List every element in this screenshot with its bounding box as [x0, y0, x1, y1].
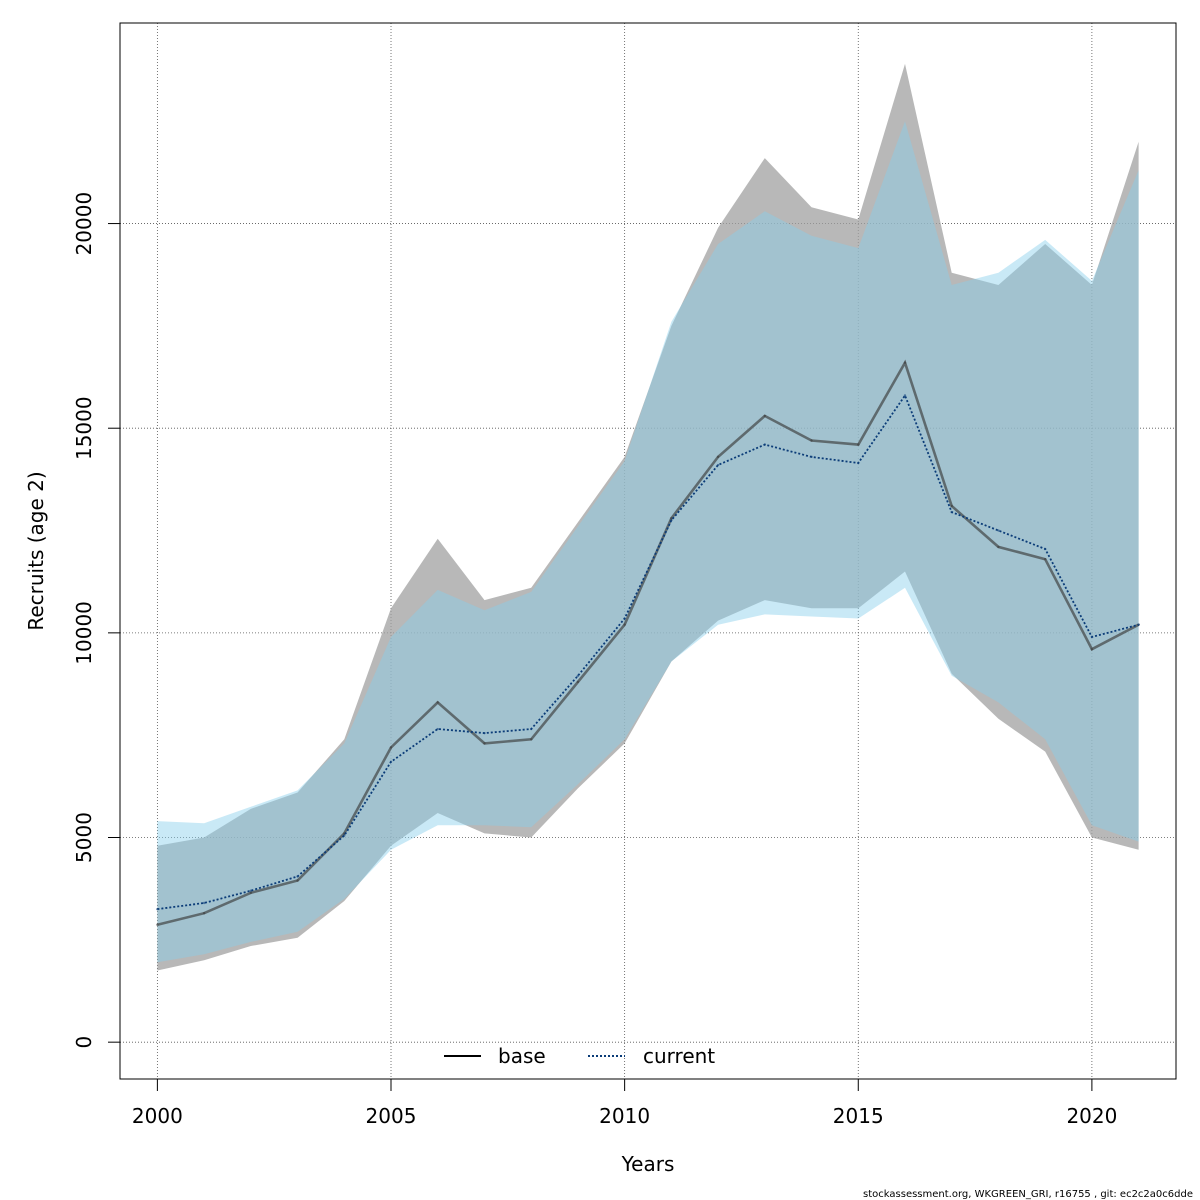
y-axis: 0 5000 10000 15000 20000 — [72, 192, 120, 1049]
x-tick-label-2010: 2010 — [599, 1104, 650, 1128]
data-point-current-2017 — [950, 510, 953, 514]
data-point-current-2011 — [670, 519, 673, 522]
y-tick-label-20000: 20000 — [72, 192, 96, 256]
y-tick-label-10000: 10000 — [72, 601, 96, 665]
data-point-current-2018 — [997, 529, 1000, 532]
y-tick-label-15000: 15000 — [72, 396, 96, 460]
data-point-base-2013 — [763, 414, 767, 418]
x-axis-title: Years — [621, 1152, 675, 1176]
data-point-current-2014 — [810, 455, 813, 459]
plot-frame — [119, 22, 1177, 1080]
y-tick-label-0: 0 — [72, 1036, 96, 1049]
data-point-current-2012 — [716, 463, 720, 467]
data-point-current-2021 — [1137, 623, 1140, 626]
data-point-current-2009 — [576, 674, 580, 678]
legend: base current — [444, 1044, 715, 1068]
data-point-current-2019 — [1043, 547, 1047, 551]
data-point-base-2010 — [623, 623, 626, 626]
data-point-current-2005 — [389, 760, 393, 763]
data-point-base-2005 — [389, 746, 393, 749]
x-tick-label-2000: 2000 — [132, 1104, 183, 1128]
series-lines — [156, 359, 1140, 926]
x-tick-label-2015: 2015 — [833, 1104, 884, 1128]
data-point-current-2003 — [296, 875, 299, 878]
y-axis-title: Recruits (age 2) — [24, 471, 48, 630]
data-point-current-2016 — [903, 394, 907, 397]
data-point-base-2012 — [716, 455, 720, 459]
data-point-base-2017 — [950, 504, 953, 508]
footer-credit: stockassessment.org, WKGREEN_GRI, r16755… — [863, 1189, 1193, 1200]
data-point-current-2007 — [483, 731, 486, 735]
data-point-current-2006 — [436, 727, 439, 731]
data-point-base-2020 — [1090, 648, 1094, 651]
series-line-base — [157, 359, 1140, 926]
data-point-current-2001 — [202, 901, 206, 905]
confidence-bands — [157, 63, 1139, 971]
data-point-base-2018 — [997, 545, 1000, 549]
data-point-base-2009 — [576, 680, 580, 684]
data-point-base-2011 — [670, 517, 673, 520]
data-point-current-2015 — [857, 461, 860, 465]
x-tick-label-2020: 2020 — [1066, 1104, 1117, 1128]
data-point-base-2001 — [202, 912, 206, 915]
data-point-current-2010 — [623, 617, 626, 620]
data-point-base-2007 — [483, 742, 486, 745]
data-point-base-2008 — [529, 738, 533, 741]
data-point-current-2008 — [529, 727, 533, 731]
data-point-current-2000 — [156, 907, 159, 911]
data-point-base-2002 — [249, 891, 253, 894]
data-point-current-2020 — [1090, 635, 1094, 639]
data-point-base-2019 — [1043, 557, 1047, 561]
series-line-current — [157, 393, 1139, 910]
data-point-base-2000 — [156, 923, 159, 926]
data-point-base-2015 — [857, 443, 860, 446]
legend-label-base: base — [498, 1044, 546, 1068]
confidence-band-current — [157, 121, 1139, 963]
x-axis: 2000 2005 2010 2015 2020 — [132, 1079, 1117, 1128]
x-tick-label-2005: 2005 — [366, 1104, 417, 1128]
y-tick-label-5000: 5000 — [72, 812, 96, 863]
legend-label-current: current — [643, 1044, 715, 1068]
data-point-current-2004 — [343, 834, 346, 837]
data-point-base-2004 — [343, 832, 346, 835]
data-point-base-2003 — [296, 879, 299, 882]
data-point-current-2002 — [249, 889, 253, 892]
data-point-base-2016 — [903, 361, 907, 364]
data-point-current-2013 — [763, 443, 767, 446]
data-point-base-2014 — [810, 439, 813, 442]
confidence-band-base — [157, 63, 1139, 971]
data-point-base-2006 — [436, 701, 439, 704]
